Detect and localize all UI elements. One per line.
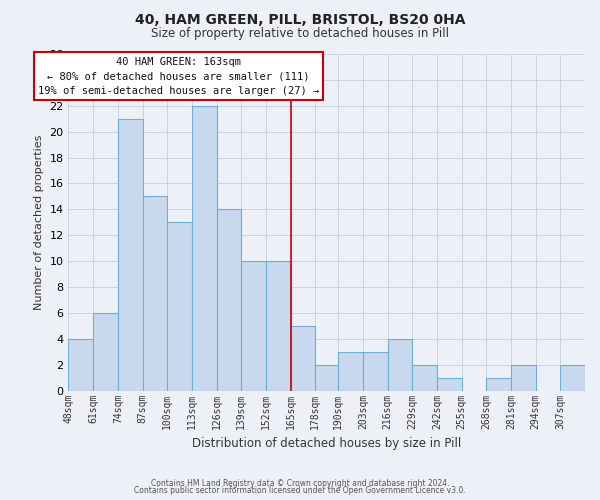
Text: Size of property relative to detached houses in Pill: Size of property relative to detached ho… <box>151 28 449 40</box>
Text: 40, HAM GREEN, PILL, BRISTOL, BS20 0HA: 40, HAM GREEN, PILL, BRISTOL, BS20 0HA <box>135 12 465 26</box>
Bar <box>167 222 192 390</box>
Bar <box>486 378 511 390</box>
Bar <box>338 352 363 391</box>
Bar <box>560 364 585 390</box>
Y-axis label: Number of detached properties: Number of detached properties <box>34 134 44 310</box>
Bar <box>412 364 437 390</box>
Text: Contains HM Land Registry data © Crown copyright and database right 2024.: Contains HM Land Registry data © Crown c… <box>151 478 449 488</box>
Bar <box>266 261 290 390</box>
Bar <box>93 313 118 390</box>
Bar <box>217 210 241 390</box>
Bar <box>241 261 266 390</box>
Bar <box>363 352 388 391</box>
Text: Contains public sector information licensed under the Open Government Licence v3: Contains public sector information licen… <box>134 486 466 495</box>
Bar <box>143 196 167 390</box>
Bar <box>290 326 316 390</box>
Bar <box>511 364 536 390</box>
Bar <box>192 106 217 391</box>
Bar <box>118 118 143 390</box>
Bar <box>68 339 93 390</box>
X-axis label: Distribution of detached houses by size in Pill: Distribution of detached houses by size … <box>192 437 461 450</box>
Bar <box>437 378 461 390</box>
Bar <box>316 364 338 390</box>
Bar <box>388 339 412 390</box>
Text: 40 HAM GREEN: 163sqm
← 80% of detached houses are smaller (111)
19% of semi-deta: 40 HAM GREEN: 163sqm ← 80% of detached h… <box>38 56 319 96</box>
